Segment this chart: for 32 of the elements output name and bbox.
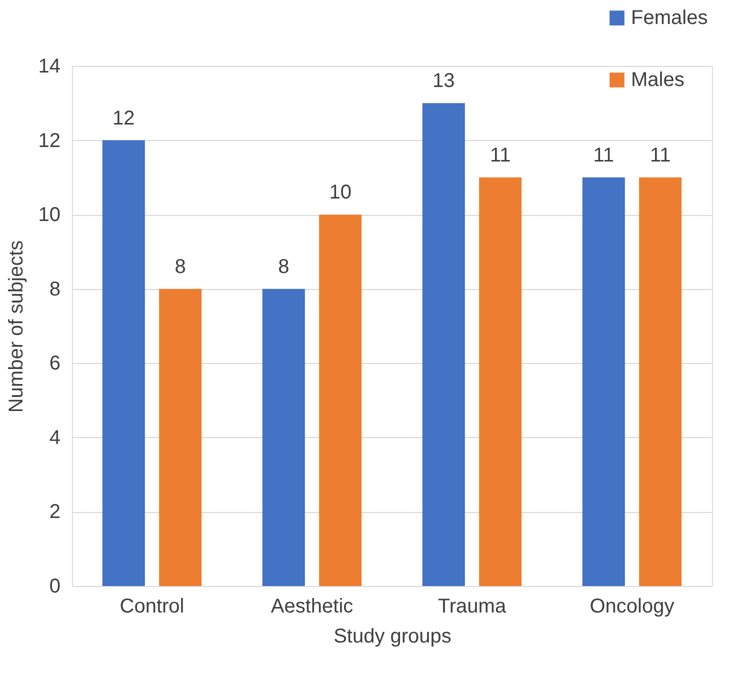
data-label: 13 — [432, 70, 455, 92]
bar — [422, 103, 465, 586]
y-tick-label: 0 — [49, 576, 60, 598]
data-label: 10 — [329, 182, 352, 204]
legend-label: Males — [631, 69, 684, 91]
bar — [159, 288, 202, 586]
bar — [639, 177, 682, 586]
y-tick-label: 12 — [38, 130, 60, 152]
bar — [479, 177, 522, 586]
x-tick-label: Trauma — [438, 596, 507, 618]
x-tick-label: Aesthetic — [270, 596, 354, 618]
x-tick-label: Oncology — [590, 596, 674, 618]
y-tick-label: 4 — [49, 426, 60, 449]
y-axis-title: Number of subjects — [5, 240, 28, 413]
y-tick-label: 2 — [49, 501, 60, 524]
bar — [262, 288, 305, 586]
y-tick-label: 8 — [49, 278, 60, 300]
data-label: 11 — [593, 144, 614, 166]
data-label: 11 — [650, 144, 671, 166]
legend-label: Females — [631, 7, 708, 29]
x-tick-label: Control — [120, 596, 184, 618]
y-tick-label: 10 — [38, 204, 60, 226]
data-label: 11 — [490, 144, 511, 166]
data-label: 12 — [112, 107, 135, 130]
y-tick-label: 14 — [38, 56, 60, 78]
x-axis-title: Study groups — [334, 626, 452, 648]
bar — [319, 214, 362, 586]
data-label: 8 — [174, 256, 186, 278]
bar — [102, 140, 145, 586]
data-label: 8 — [278, 256, 290, 278]
bar — [582, 177, 625, 586]
y-tick-label: 6 — [49, 352, 60, 375]
